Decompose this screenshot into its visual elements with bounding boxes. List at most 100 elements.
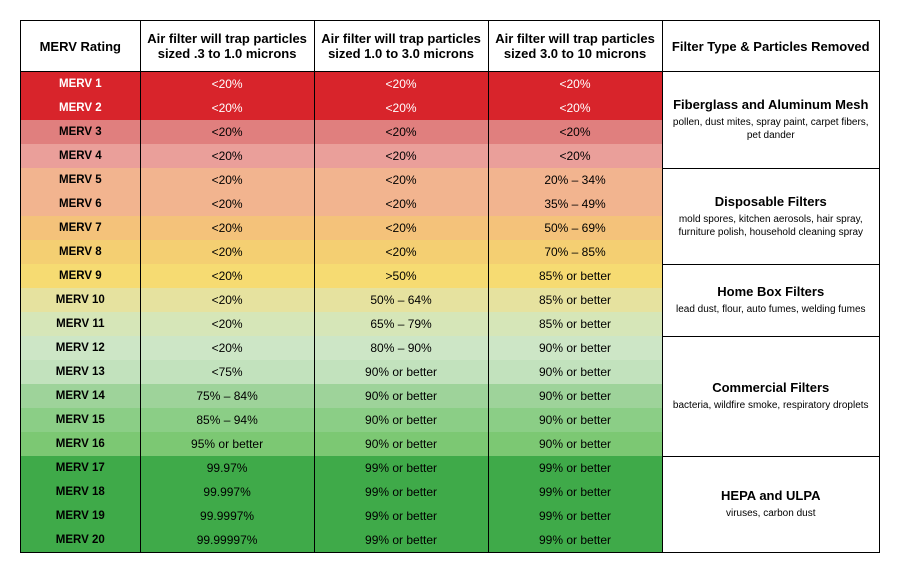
particles-small-cell: <20%	[140, 120, 314, 144]
merv-label-cell: MERV 16	[21, 432, 141, 456]
particles-medium-cell: <20%	[314, 216, 488, 240]
particles-large-cell: 99% or better	[488, 456, 662, 480]
particles-large-cell: 90% or better	[488, 384, 662, 408]
particles-small-cell: 99.9997%	[140, 504, 314, 528]
particles-medium-cell: 99% or better	[314, 528, 488, 553]
merv-label-cell: MERV 20	[21, 528, 141, 553]
particles-medium-cell: 50% – 64%	[314, 288, 488, 312]
particles-large-cell: 85% or better	[488, 288, 662, 312]
filter-type-cell: Commercial Filters bacteria, wildfire smo…	[662, 336, 880, 456]
particles-medium-cell: 99% or better	[314, 480, 488, 504]
particles-small-cell: 99.97%	[140, 456, 314, 480]
filter-type-cell: Home Box Filters lead dust, flour, auto f…	[662, 264, 880, 336]
particles-medium-cell: <20%	[314, 120, 488, 144]
particles-small-cell: <20%	[140, 264, 314, 288]
particles-small-cell: 99.997%	[140, 480, 314, 504]
merv-label-cell: MERV 18	[21, 480, 141, 504]
merv-label-cell: MERV 6	[21, 192, 141, 216]
filter-type-title: HEPA and ULPA	[669, 488, 874, 503]
particles-large-cell: <20%	[488, 120, 662, 144]
merv-label-cell: MERV 15	[21, 408, 141, 432]
particles-medium-cell: <20%	[314, 168, 488, 192]
header-particles-medium: Air filter will trap particles sized 1.0…	[314, 21, 488, 72]
merv-label-cell: MERV 3	[21, 120, 141, 144]
particles-large-cell: 85% or better	[488, 312, 662, 336]
particles-large-cell: 90% or better	[488, 360, 662, 384]
particles-large-cell: 99% or better	[488, 504, 662, 528]
particles-small-cell: <20%	[140, 216, 314, 240]
particles-medium-cell: 90% or better	[314, 384, 488, 408]
filter-type-description: bacteria, wildfire smoke, respiratory dr…	[669, 399, 874, 412]
filter-type-title: Disposable Filters	[669, 194, 874, 209]
particles-large-cell: 35% – 49%	[488, 192, 662, 216]
particles-large-cell: 50% – 69%	[488, 216, 662, 240]
merv-label-cell: MERV 17	[21, 456, 141, 480]
filter-type-cell: Fiberglass and Aluminum Mesh pollen, dust…	[662, 72, 880, 169]
particles-medium-cell: <20%	[314, 72, 488, 97]
header-particles-small: Air filter will trap particles sized .3 …	[140, 21, 314, 72]
particles-medium-cell: 80% – 90%	[314, 336, 488, 360]
particles-small-cell: 95% or better	[140, 432, 314, 456]
merv-label-cell: MERV 5	[21, 168, 141, 192]
filter-type-description: pollen, dust mites, spray paint, carpet …	[669, 116, 874, 142]
particles-small-cell: <75%	[140, 360, 314, 384]
particles-large-cell: 99% or better	[488, 528, 662, 553]
particles-small-cell: 75% – 84%	[140, 384, 314, 408]
particles-large-cell: 70% – 85%	[488, 240, 662, 264]
filter-type-cell: HEPA and ULPA viruses, carbon dust	[662, 456, 880, 553]
particles-large-cell: <20%	[488, 96, 662, 120]
particles-medium-cell: 99% or better	[314, 456, 488, 480]
filter-type-title: Fiberglass and Aluminum Mesh	[669, 97, 874, 112]
particles-small-cell: <20%	[140, 96, 314, 120]
filter-type-title: Home Box Filters	[669, 284, 874, 299]
particles-medium-cell: <20%	[314, 96, 488, 120]
merv-label-cell: MERV 11	[21, 312, 141, 336]
particles-large-cell: 20% – 34%	[488, 168, 662, 192]
merv-label-cell: MERV 19	[21, 504, 141, 528]
particles-medium-cell: 65% – 79%	[314, 312, 488, 336]
filter-type-description: viruses, carbon dust	[669, 507, 874, 520]
merv-label-cell: MERV 10	[21, 288, 141, 312]
particles-small-cell: <20%	[140, 240, 314, 264]
particles-small-cell: <20%	[140, 72, 314, 97]
table-row: MERV 5<20%<20%20% – 34%Disposable Filter…	[21, 168, 880, 192]
particles-small-cell: <20%	[140, 288, 314, 312]
table-row: MERV 1799.97%99% or better99% or betterH…	[21, 456, 880, 480]
particles-small-cell: 99.99997%	[140, 528, 314, 553]
filter-type-description: lead dust, flour, auto fumes, welding fu…	[669, 303, 874, 316]
particles-medium-cell: 90% or better	[314, 408, 488, 432]
particles-small-cell: <20%	[140, 336, 314, 360]
particles-medium-cell: <20%	[314, 144, 488, 168]
particles-large-cell: 85% or better	[488, 264, 662, 288]
particles-large-cell: 99% or better	[488, 480, 662, 504]
particles-medium-cell: 90% or better	[314, 432, 488, 456]
merv-label-cell: MERV 8	[21, 240, 141, 264]
particles-large-cell: <20%	[488, 144, 662, 168]
table-row: MERV 9<20%>50%85% or betterHome Box Filt…	[21, 264, 880, 288]
merv-label-cell: MERV 12	[21, 336, 141, 360]
particles-medium-cell: >50%	[314, 264, 488, 288]
filter-type-description: mold spores, kitchen aerosols, hair spra…	[669, 213, 874, 239]
particles-medium-cell: <20%	[314, 240, 488, 264]
table-row: MERV 1<20%<20%<20%Fiberglass and Aluminu…	[21, 72, 880, 97]
particles-medium-cell: 90% or better	[314, 360, 488, 384]
particles-large-cell: <20%	[488, 72, 662, 97]
particles-large-cell: 90% or better	[488, 432, 662, 456]
merv-label-cell: MERV 4	[21, 144, 141, 168]
particles-small-cell: <20%	[140, 168, 314, 192]
header-merv-rating: MERV Rating	[21, 21, 141, 72]
merv-label-cell: MERV 13	[21, 360, 141, 384]
particles-medium-cell: 99% or better	[314, 504, 488, 528]
filter-type-title: Commercial Filters	[669, 380, 874, 395]
particles-large-cell: 90% or better	[488, 336, 662, 360]
table-row: MERV 12<20%80% – 90%90% or betterCommerc…	[21, 336, 880, 360]
merv-rating-table: MERV Rating Air filter will trap particl…	[20, 20, 880, 553]
particles-medium-cell: <20%	[314, 192, 488, 216]
merv-label-cell: MERV 9	[21, 264, 141, 288]
particles-small-cell: <20%	[140, 312, 314, 336]
particles-small-cell: 85% – 94%	[140, 408, 314, 432]
header-row: MERV Rating Air filter will trap particl…	[21, 21, 880, 72]
merv-label-cell: MERV 1	[21, 72, 141, 97]
header-particles-large: Air filter will trap particles sized 3.0…	[488, 21, 662, 72]
particles-small-cell: <20%	[140, 144, 314, 168]
